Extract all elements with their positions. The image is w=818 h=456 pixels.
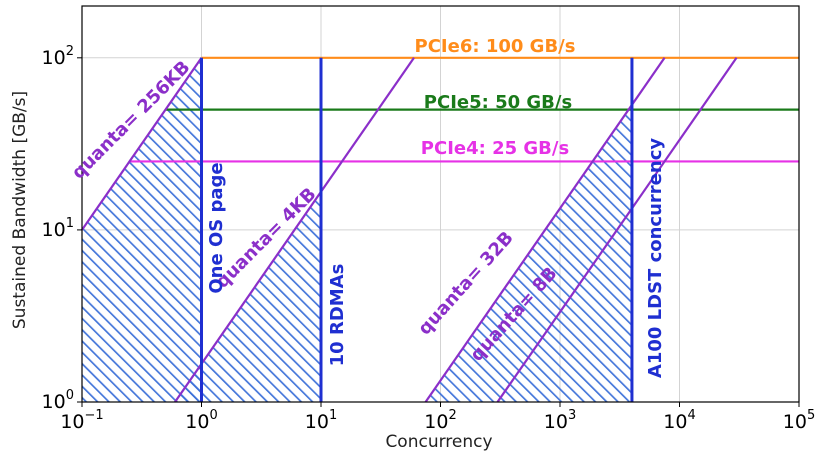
concurrency-marker-lines xyxy=(200,57,634,402)
y-axis-label: Sustained Bandwidth [GB/s] xyxy=(10,91,30,329)
concurrency-marker-label: 10 RDMAs xyxy=(327,264,348,367)
quanta-line xyxy=(424,57,666,403)
y-tick-label: 102 xyxy=(42,44,74,69)
x-tick-label: 10−1 xyxy=(60,408,103,433)
bandwidth-limit-lines xyxy=(129,56,799,163)
x-axis-label: Concurrency xyxy=(385,432,492,452)
x-tick-label: 101 xyxy=(305,408,337,433)
quanta-line xyxy=(174,57,415,403)
hatched-region xyxy=(82,57,202,403)
bandwidth-limit-label: PCIe6: 100 GB/s xyxy=(415,36,576,57)
concurrency-marker-label: One OS page xyxy=(206,162,227,293)
bandwidth-limit-label: PCIe4: 25 GB/s xyxy=(421,138,569,159)
x-tick-label: 103 xyxy=(544,408,576,433)
quanta-line xyxy=(496,57,738,403)
y-tick-label: 100 xyxy=(42,388,74,413)
quanta-line xyxy=(81,57,203,231)
quanta-lines xyxy=(81,57,738,403)
y-tick-label: 101 xyxy=(42,216,74,241)
x-tick-label: 105 xyxy=(783,408,815,433)
bandwidth-limit-label: PCIe5: 50 GB/s xyxy=(424,92,572,113)
concurrency-marker-label: A100 LDST concurrency xyxy=(645,138,666,378)
x-tick-label: 104 xyxy=(663,408,695,433)
x-tick-label: 102 xyxy=(424,408,456,433)
x-tick-label: 100 xyxy=(185,408,217,433)
